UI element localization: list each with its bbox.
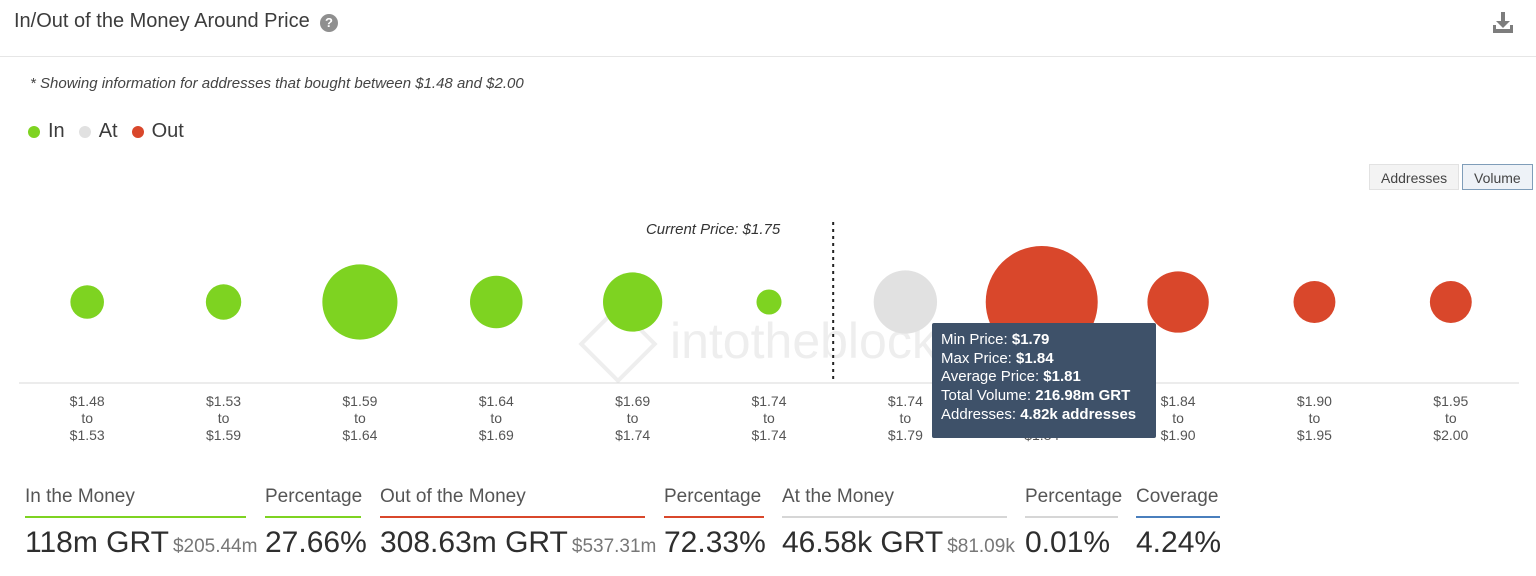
stat-label: Coverage — [1136, 478, 1220, 518]
chart-tooltip: Min Price: $1.79 Max Price: $1.84 Averag… — [932, 323, 1156, 438]
stat-at-the-money: At the Money 46.58k GRT $81.09k — [782, 478, 1015, 560]
stat-at-percentage: Percentage 0.01% — [1025, 478, 1122, 560]
x-tick-label: to — [1445, 410, 1457, 426]
tooltip-total-volume: Total Volume: 216.98m GRT — [941, 387, 1131, 405]
tooltip-min-price: Min Price: $1.79 — [941, 331, 1050, 348]
x-tick-label: to — [627, 410, 639, 426]
bubble-in[interactable] — [470, 275, 523, 329]
stat-out-percentage: Percentage 72.33% — [664, 478, 766, 560]
tooltip-max-price: Max Price: $1.84 — [941, 349, 1054, 367]
page-title: In/Out of the Money Around Price — [14, 10, 310, 32]
stat-value: 118m GRT $205.44m — [25, 526, 258, 559]
x-tick-label: $1.74 — [751, 393, 786, 409]
stat-value: 0.01% — [1025, 526, 1111, 559]
stat-label: Percentage — [1025, 478, 1122, 518]
x-tick-label: $2.00 — [1433, 427, 1468, 443]
legend-item-in[interactable]: In — [28, 120, 65, 143]
download-icon[interactable] — [1490, 10, 1516, 36]
x-tick-label: $1.69 — [615, 393, 650, 409]
x-tick-label: $1.74 — [888, 393, 923, 409]
bubble-out[interactable] — [1429, 281, 1472, 323]
x-tick-label: $1.59 — [342, 393, 377, 409]
stat-value: 308.63m GRT $537.31m — [380, 526, 657, 559]
bubble-out[interactable] — [1147, 271, 1209, 333]
tooltip-average-price: Average Price: $1.81 — [941, 368, 1081, 386]
legend-dot-out — [131, 125, 144, 138]
x-tick-label: $1.59 — [206, 427, 241, 443]
x-tick-label: $1.53 — [70, 427, 105, 443]
x-tick-label: $1.95 — [1297, 427, 1332, 443]
x-tick-label: $1.90 — [1297, 393, 1332, 409]
stat-value: 27.66% — [265, 526, 367, 559]
stat-value: 46.58k GRT $81.09k — [782, 526, 1015, 559]
x-tick-label: $1.74 — [751, 427, 786, 443]
x-tick-label: $1.79 — [888, 427, 923, 443]
legend-label-out: Out — [151, 120, 184, 142]
x-tick-label: $1.53 — [206, 393, 241, 409]
bubble-out[interactable] — [1293, 281, 1336, 323]
current-price-label: Current Price: $1.75 — [646, 221, 781, 238]
legend-dot-in — [28, 125, 40, 138]
x-tick-label: $1.95 — [1433, 393, 1468, 409]
stat-label: Out of the Money — [380, 478, 645, 518]
stat-out-of-the-money: Out of the Money 308.63m GRT $537.31m — [380, 478, 657, 560]
stat-coverage: Coverage 4.24% — [1136, 478, 1222, 560]
bubble-at[interactable] — [873, 270, 938, 334]
x-tick-label: to — [81, 410, 93, 426]
bubble-in[interactable] — [70, 285, 104, 319]
help-icon[interactable]: ? — [320, 14, 338, 32]
x-tick-label: $1.69 — [479, 427, 514, 443]
x-tick-label: $1.64 — [479, 393, 514, 409]
stat-label: At the Money — [782, 478, 1007, 518]
x-tick-label: $1.84 — [1161, 393, 1196, 409]
x-tick-label: to — [354, 410, 366, 426]
legend-item-at[interactable]: At — [78, 120, 118, 143]
x-tick-label: $1.90 — [1161, 427, 1196, 443]
bubble-in[interactable] — [603, 272, 663, 332]
stat-in-percentage: Percentage 27.66% — [265, 478, 367, 560]
chart-legend: In At Out — [28, 120, 184, 143]
stat-in-the-money: In the Money 118m GRT $205.44m — [25, 478, 258, 560]
stat-value: 4.24% — [1136, 526, 1222, 559]
bubble-in[interactable] — [205, 284, 242, 320]
legend-dot-at — [78, 125, 91, 138]
x-tick-label: to — [1309, 410, 1321, 426]
addresses-toggle-button[interactable]: Addresses — [1369, 164, 1460, 190]
legend-label-in: In — [48, 120, 65, 142]
stat-value: 72.33% — [664, 526, 766, 559]
stat-label: In the Money — [25, 478, 246, 518]
legend-label-at: At — [98, 120, 118, 142]
x-tick-label: to — [490, 410, 502, 426]
bubble-in[interactable] — [322, 264, 398, 340]
bubble-in[interactable] — [756, 289, 782, 315]
tooltip-addresses: Addresses: 4.82k addresses — [941, 405, 1137, 423]
volume-toggle-button[interactable]: Volume — [1462, 164, 1533, 190]
x-tick-label: to — [900, 410, 912, 426]
x-tick-label: to — [763, 410, 775, 426]
summary-stats: In the Money 118m GRT $205.44m Percentage… — [0, 478, 1536, 576]
info-note: * Showing information for addresses that… — [30, 75, 524, 92]
x-tick-label: $1.74 — [615, 427, 650, 443]
x-tick-label: $1.48 — [70, 393, 105, 409]
stat-label: Percentage — [664, 478, 764, 518]
x-tick-label: to — [218, 410, 230, 426]
stat-label: Percentage — [265, 478, 362, 518]
x-tick-label: to — [1172, 410, 1184, 426]
panel-header: In/Out of the Money Around Price ? — [0, 0, 1536, 57]
x-tick-label: $1.64 — [342, 427, 377, 443]
legend-item-out[interactable]: Out — [131, 120, 184, 143]
